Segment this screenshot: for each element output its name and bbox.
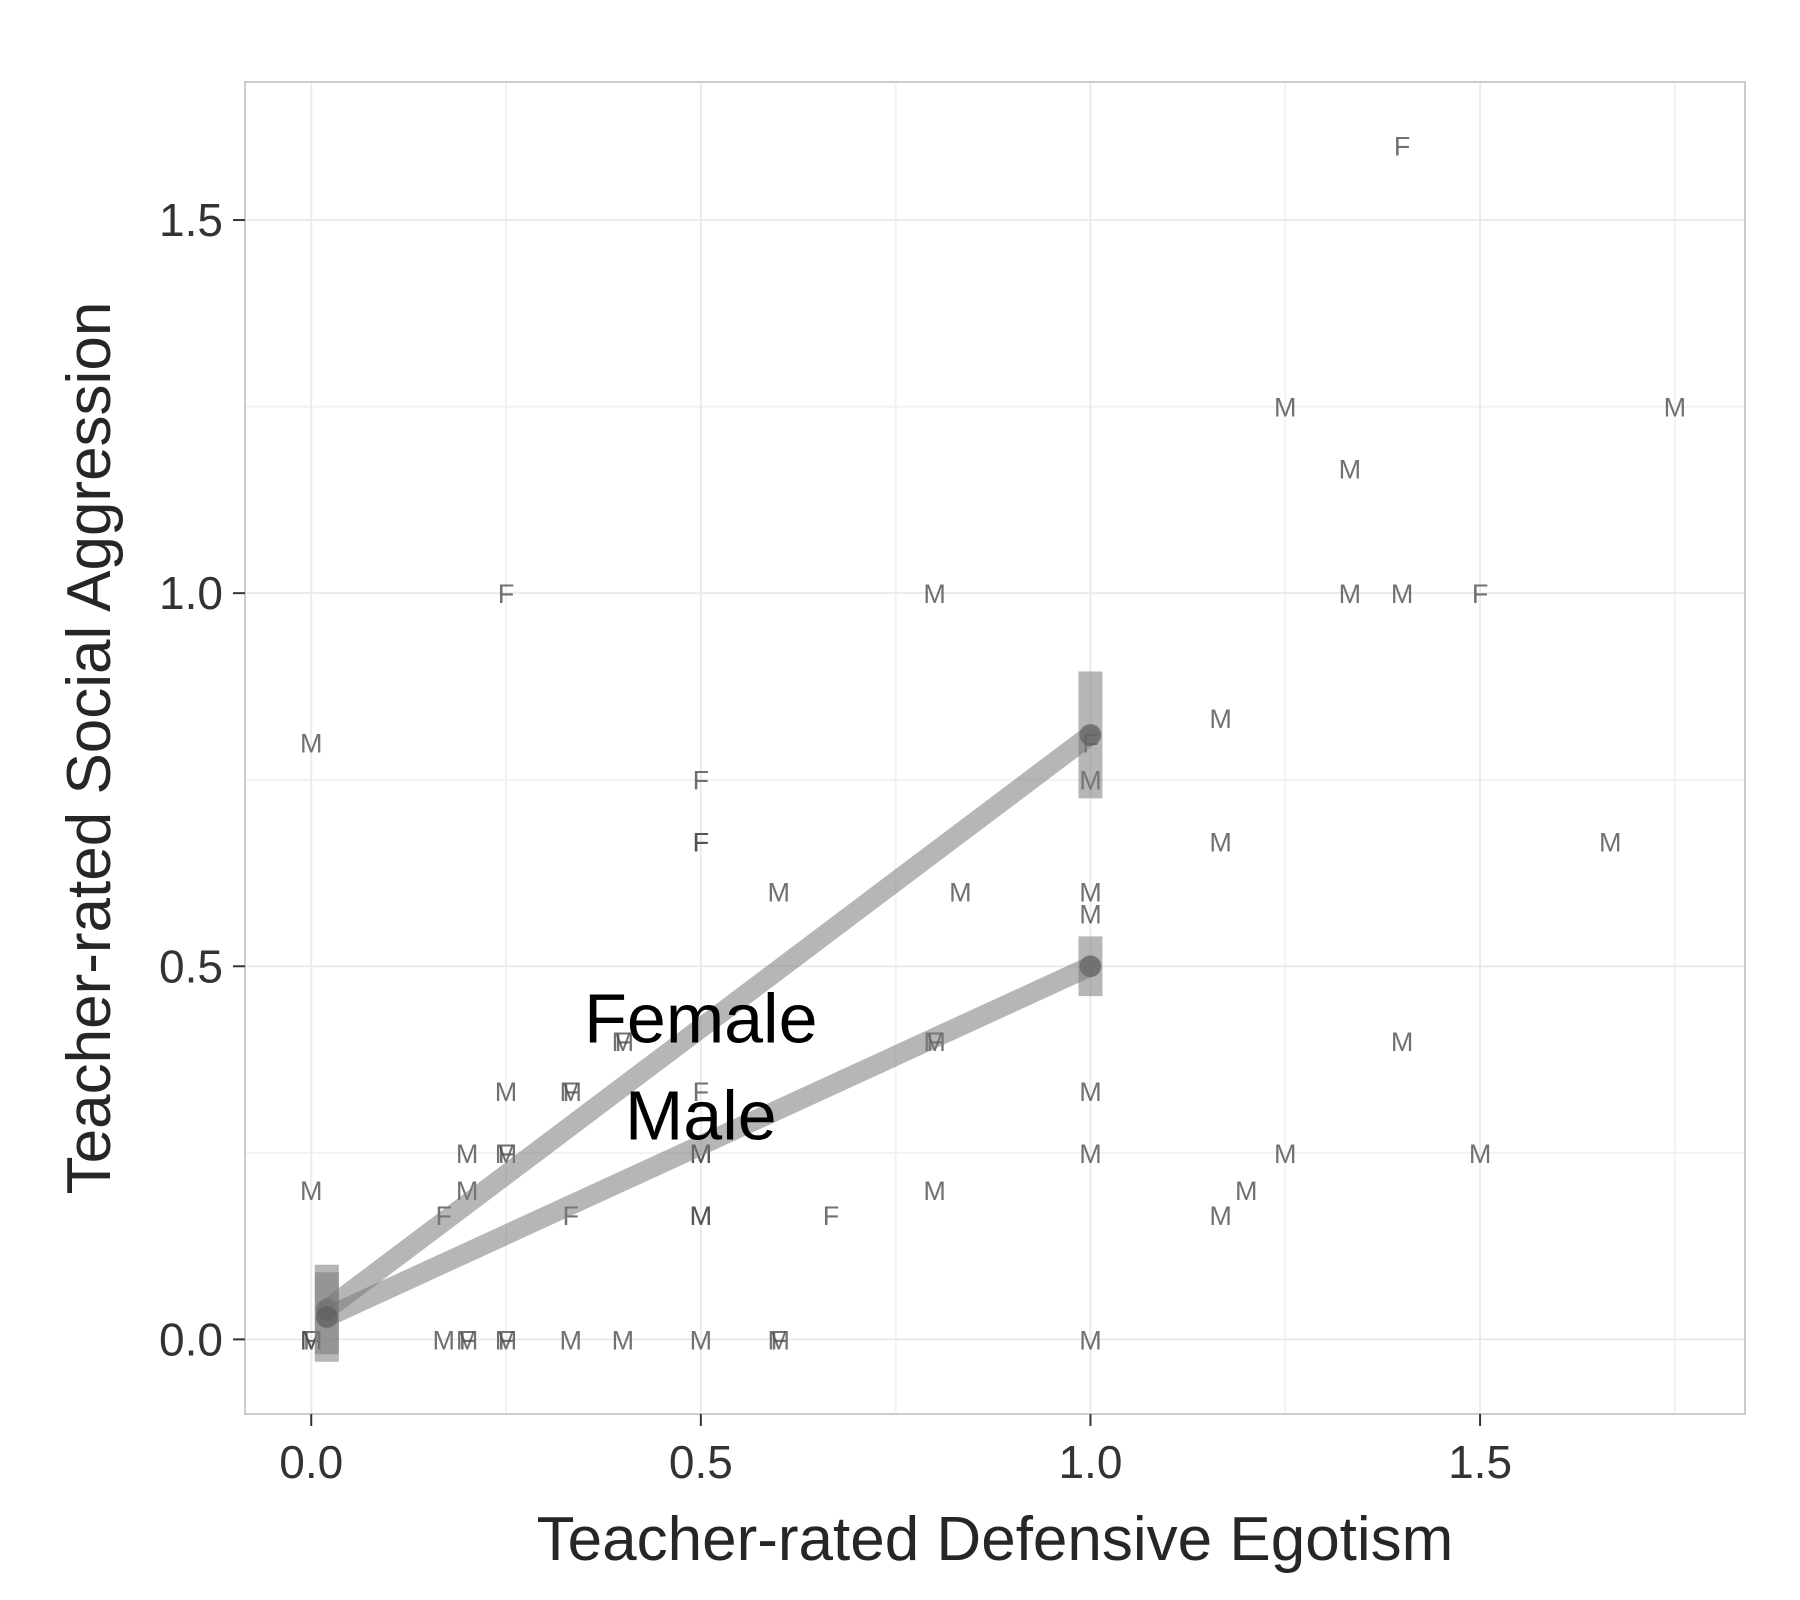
data-point: M xyxy=(1274,1139,1297,1169)
data-point: M xyxy=(1209,1201,1232,1231)
data-point: M xyxy=(559,1325,582,1355)
y-axis-title: Teacher-rated Social Aggression xyxy=(55,302,124,1195)
data-point: M xyxy=(1079,1077,1102,1107)
axis-ticks xyxy=(233,219,1482,1426)
data-point: F xyxy=(498,579,515,609)
x-tick-label: 1.0 xyxy=(1058,1436,1122,1488)
data-point: M xyxy=(1235,1176,1258,1206)
data-point: M xyxy=(1391,1027,1414,1057)
y-tick-labels: 0.0 0.5 1.0 1.5 xyxy=(159,194,223,1365)
data-point: M xyxy=(923,1176,946,1206)
data-point: F xyxy=(693,828,710,858)
x-axis-title: Teacher-rated Defensive Egotism xyxy=(537,1505,1454,1574)
data-point: M xyxy=(949,878,972,908)
data-point: M xyxy=(559,1077,582,1107)
data-point: M xyxy=(690,1201,713,1231)
x-tick-labels: 0.0 0.5 1.0 1.5 xyxy=(279,1436,1512,1488)
fit-lines xyxy=(314,671,1103,1362)
series-label-female: Female xyxy=(584,980,817,1058)
data-point: F xyxy=(562,1077,579,1107)
fit-line xyxy=(316,724,1101,1320)
data-point: F xyxy=(498,1325,515,1355)
x-tick-label: 0.0 xyxy=(279,1436,343,1488)
data-point: F xyxy=(771,1325,788,1355)
data-point: F xyxy=(823,1201,840,1231)
data-point: M xyxy=(495,1325,518,1355)
data-point: F xyxy=(459,1325,476,1355)
fit-line-male xyxy=(314,936,1103,1362)
data-point: M xyxy=(612,1027,635,1057)
y-tick-label: 0.0 xyxy=(159,1313,223,1365)
data-point: M xyxy=(1599,828,1622,858)
data-point: F xyxy=(1472,579,1489,609)
data-point: M xyxy=(1079,1139,1102,1169)
y-tick-label: 1.0 xyxy=(159,567,223,619)
x-tick-label: 1.5 xyxy=(1448,1436,1512,1488)
fit-point xyxy=(1079,723,1102,746)
data-point: M xyxy=(612,1325,635,1355)
data-point: F xyxy=(615,1027,632,1057)
data-point: F xyxy=(1394,131,1411,161)
data-point: M xyxy=(690,1325,713,1355)
series-label-male: Male xyxy=(625,1077,777,1155)
plot-border xyxy=(244,81,1746,1415)
fit-point xyxy=(1079,955,1102,978)
data-point: M xyxy=(1339,455,1362,485)
data-point: M xyxy=(1391,579,1414,609)
minor-gridlines xyxy=(245,82,1745,1414)
data-point: M xyxy=(1339,579,1362,609)
data-point: M xyxy=(690,1201,713,1231)
data-point: M xyxy=(1274,393,1297,423)
data-point: M xyxy=(1079,899,1102,929)
data-point: M xyxy=(1664,393,1687,423)
data-point: M xyxy=(768,1325,791,1355)
fit-point xyxy=(315,1305,338,1328)
y-tick-label: 0.5 xyxy=(159,940,223,992)
data-point: M xyxy=(1079,878,1102,908)
x-tick-label: 0.5 xyxy=(669,1436,733,1488)
data-point: M xyxy=(1469,1139,1492,1169)
data-point: M xyxy=(456,1325,479,1355)
y-tick-label: 1.5 xyxy=(159,194,223,246)
data-point: F xyxy=(693,1077,710,1107)
series-labels: Female Male xyxy=(584,980,817,1155)
data-point: M xyxy=(300,1176,323,1206)
data-point: M xyxy=(1209,828,1232,858)
data-point: M xyxy=(456,1139,479,1169)
data-point: F xyxy=(693,766,710,796)
data-point: M xyxy=(1079,1325,1102,1355)
data-point: M xyxy=(768,878,791,908)
data-point: M xyxy=(432,1325,455,1355)
data-point: M xyxy=(923,579,946,609)
data-point: M xyxy=(1209,704,1232,734)
data-point: M xyxy=(300,728,323,758)
fit-line xyxy=(316,956,1101,1327)
data-point: M xyxy=(495,1077,518,1107)
data-point: F xyxy=(693,828,710,858)
